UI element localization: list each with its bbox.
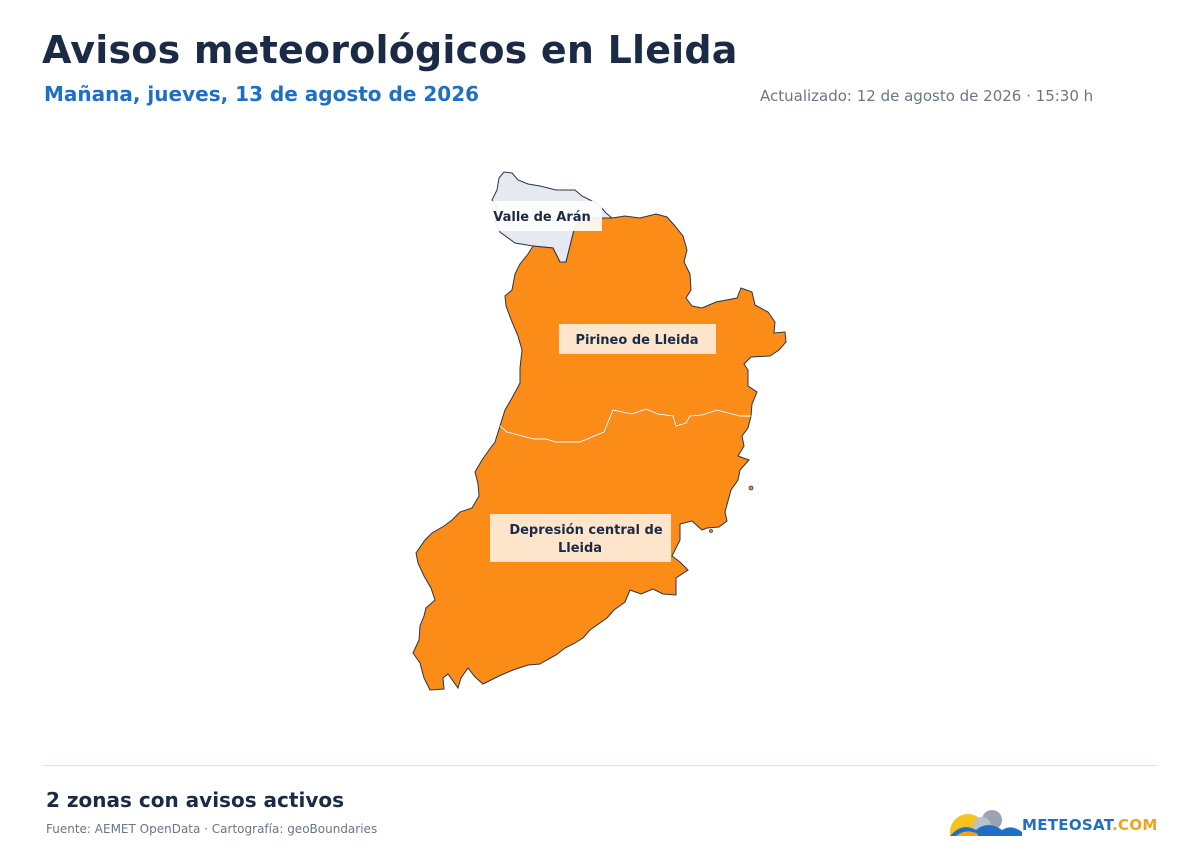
- logo-wordmark-part2: .COM: [1112, 816, 1158, 834]
- footer-divider: [42, 765, 1158, 766]
- zone-border-internal: [499, 408, 751, 443]
- zone-label-pirineo: Pirineo de Lleida: [559, 324, 716, 354]
- zone-label-text: Pirineo de Lleida: [575, 333, 698, 348]
- zone-label-valle-aran: Valle de Arán: [486, 201, 602, 231]
- map-islet: [709, 529, 713, 533]
- logo-weather-icon: [950, 810, 1022, 850]
- zone-label-text: Depresión central de: [509, 523, 663, 538]
- logo-wordmark: METEOSAT.COM: [1022, 816, 1158, 834]
- zone-label-text: Lleida: [558, 541, 602, 556]
- meteosat-logo[interactable]: METEOSAT.COM: [948, 806, 1160, 850]
- updated-timestamp: Actualizado: 12 de agosto de 2026 · 15:3…: [760, 87, 1094, 105]
- data-source: Fuente: AEMET OpenData · Cartografía: ge…: [46, 822, 378, 836]
- active-warnings-summary: 2 zonas con avisos activos: [46, 788, 345, 812]
- zone-label-depresion: Depresión central de Lleida: [490, 514, 671, 562]
- map-islet: [748, 485, 754, 491]
- page-title: Avisos meteorológicos en Lleida: [42, 28, 738, 72]
- zone-label-text: Valle de Arán: [493, 210, 591, 225]
- logo-wordmark-part1: METEOSAT: [1022, 816, 1113, 834]
- forecast-date: Mañana, jueves, 13 de agosto de 2026: [44, 82, 480, 106]
